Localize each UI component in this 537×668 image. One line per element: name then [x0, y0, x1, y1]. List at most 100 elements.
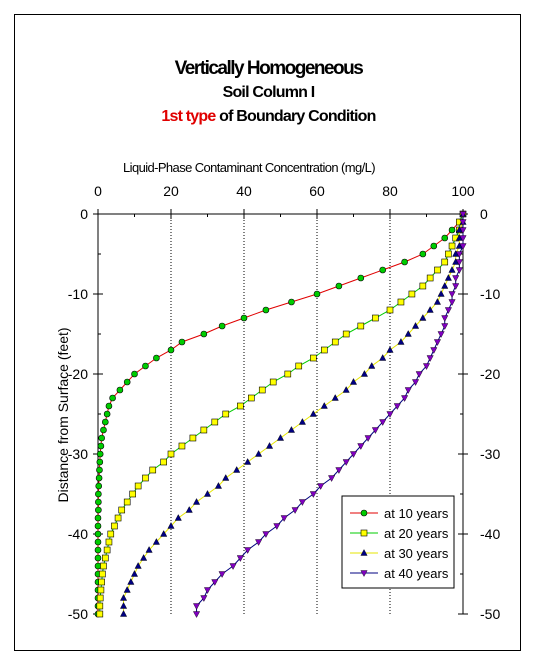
data-point: [160, 458, 167, 466]
data-point: [105, 402, 113, 410]
data-point: [255, 539, 263, 546]
data-point: [448, 291, 456, 298]
data-point: [342, 459, 350, 466]
data-point: [360, 370, 368, 377]
data-point: [455, 251, 463, 258]
data-point: [426, 306, 434, 313]
data-point: [134, 482, 142, 490]
data-point: [200, 330, 208, 338]
data-point: [401, 258, 408, 266]
data-point: [269, 378, 277, 386]
data-point: [96, 610, 104, 618]
data-point: [114, 514, 122, 522]
data-point: [309, 410, 317, 417]
data-point: [99, 570, 106, 578]
data-point: [95, 498, 102, 506]
x-tick-label: 80: [382, 183, 398, 199]
data-point: [408, 290, 416, 298]
y-tick-label-right: 0: [480, 206, 488, 222]
data-point: [236, 555, 244, 562]
data-point: [444, 307, 452, 314]
y-tick-label-left: -40: [68, 526, 88, 542]
data-point: [218, 322, 226, 330]
y-tick-label-right: -40: [480, 526, 500, 542]
data-point: [357, 274, 365, 282]
data-point: [200, 426, 208, 434]
data-point: [96, 594, 104, 602]
data-point: [331, 338, 339, 346]
data-point: [397, 338, 405, 345]
data-point: [193, 603, 201, 610]
data-point: [349, 451, 358, 458]
data-point: [335, 467, 343, 474]
data-point: [448, 266, 456, 273]
legend-label: at 40 years: [384, 566, 449, 581]
plot-area: [94, 210, 467, 618]
data-point: [109, 394, 116, 402]
data-point: [433, 298, 441, 305]
data-point: [244, 458, 252, 465]
data-point: [284, 370, 292, 378]
data-point: [203, 490, 212, 497]
data-point: [118, 506, 126, 514]
x-tick-label: 0: [94, 183, 102, 199]
data-point: [96, 602, 104, 610]
data-point: [452, 275, 460, 282]
data-point: [434, 266, 441, 274]
legend-marker: [360, 529, 368, 537]
data-point: [203, 587, 212, 594]
data-point: [214, 482, 222, 489]
data-point: [309, 491, 317, 498]
data-point: [258, 386, 266, 394]
data-point: [123, 378, 131, 386]
data-point: [419, 282, 427, 290]
chart-title-line-2: Soil Column I: [222, 84, 316, 101]
data-point: [167, 450, 175, 458]
data-point: [95, 490, 102, 498]
data-point: [386, 411, 394, 418]
data-point: [386, 306, 394, 314]
data-point: [94, 562, 102, 570]
data-point: [120, 594, 128, 601]
data-point: [459, 219, 467, 226]
data-point: [100, 562, 107, 570]
data-point: [178, 442, 186, 450]
data-point: [298, 418, 306, 425]
data-point: [368, 362, 376, 369]
data-point: [386, 346, 394, 353]
data-point: [97, 442, 105, 450]
data-point: [335, 282, 343, 290]
data-point: [455, 259, 463, 266]
data-point: [95, 474, 103, 482]
data-point: [111, 522, 118, 530]
data-point: [357, 322, 365, 330]
y-tick-label-left: -50: [68, 606, 88, 622]
data-point: [328, 475, 336, 482]
data-point: [94, 538, 102, 546]
data-point: [94, 554, 102, 562]
data-point: [95, 482, 103, 490]
data-point: [379, 354, 387, 361]
data-point: [313, 290, 321, 298]
data-point: [430, 242, 438, 250]
legend-marker: [360, 570, 368, 577]
data-point: [103, 410, 111, 418]
data-point: [178, 338, 186, 346]
y-tick-label-left: 0: [80, 206, 88, 222]
legend-marker: [360, 549, 368, 556]
y-tick-label-left: -30: [68, 446, 88, 462]
data-point: [94, 522, 102, 530]
data-point: [320, 346, 328, 354]
data-point: [433, 339, 441, 346]
data-point: [445, 250, 452, 258]
data-point: [95, 506, 102, 514]
data-point: [349, 378, 358, 385]
data-point: [441, 315, 449, 322]
data-point: [342, 386, 350, 393]
data-point: [100, 426, 107, 434]
data-point: [459, 235, 467, 242]
data-point: [441, 234, 449, 242]
data-point: [372, 314, 379, 322]
data-point: [189, 434, 197, 442]
data-point: [160, 530, 168, 537]
